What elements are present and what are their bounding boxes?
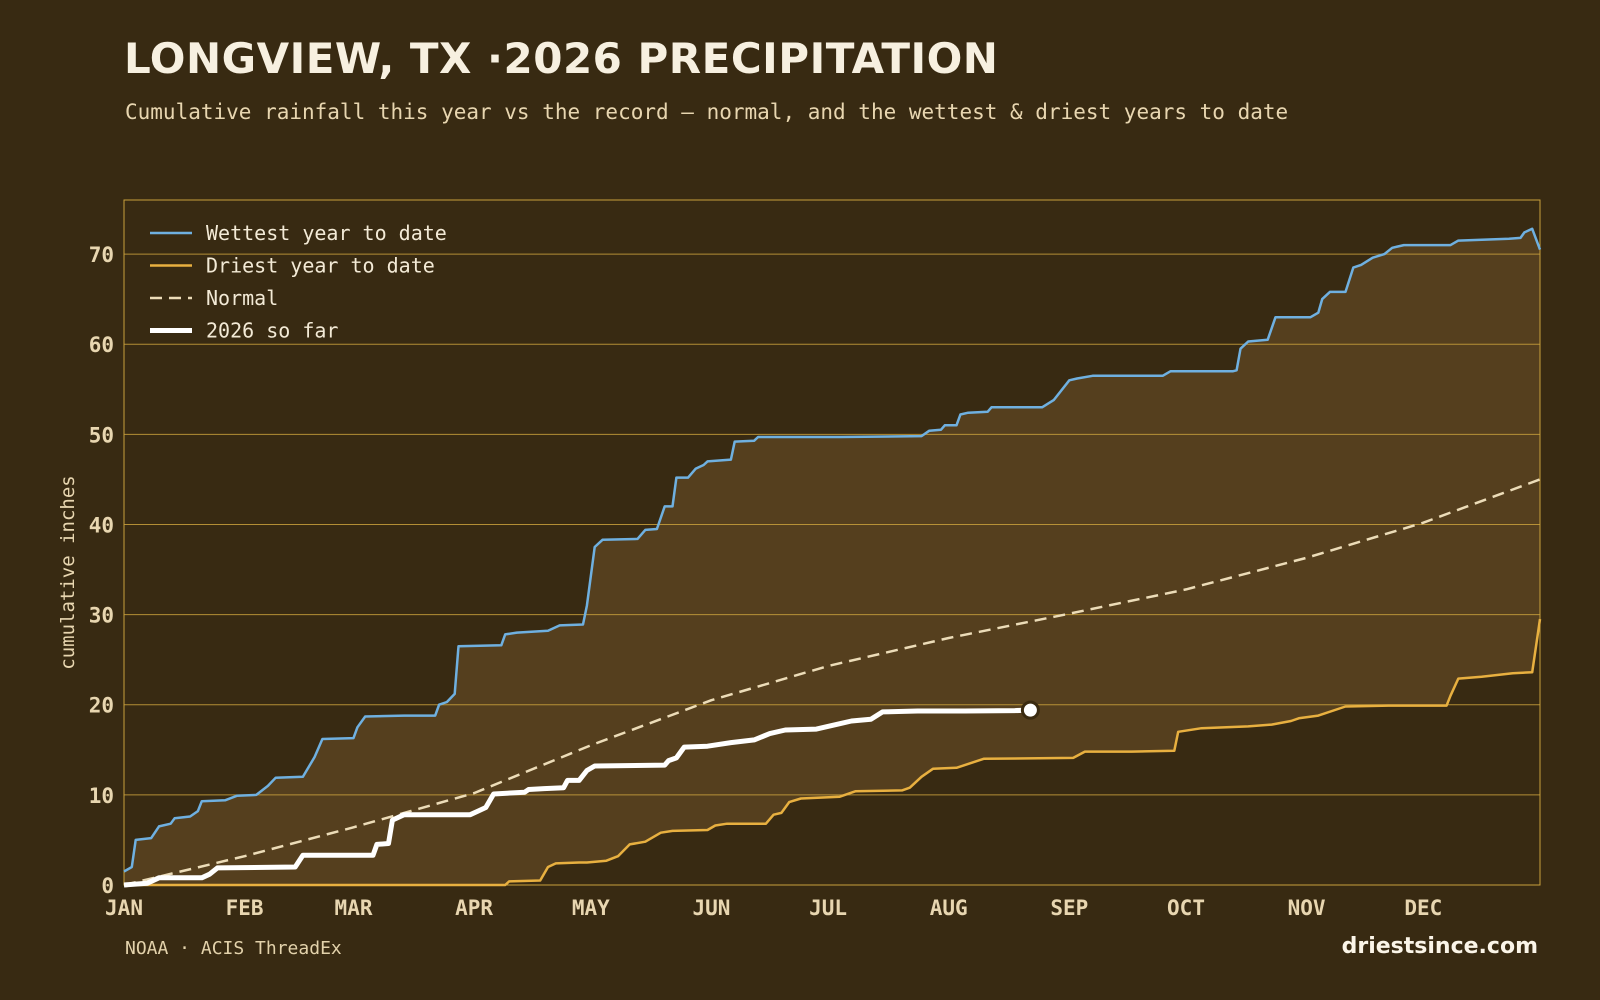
x-tick-label: DEC xyxy=(1404,896,1442,920)
x-tick-label: MAR xyxy=(335,896,373,920)
legend-item-2026: 2026 so far xyxy=(206,319,338,343)
page-subtitle: Cumulative rainfall this year vs the rec… xyxy=(125,100,1289,124)
current-year-line xyxy=(123,707,1031,888)
driest-line xyxy=(124,618,1542,887)
x-tick-label: JAN xyxy=(105,896,143,920)
x-tick-label: JUL xyxy=(809,896,847,920)
x-tick-label: AUG xyxy=(930,896,968,920)
y-axis-label: cumulative inches xyxy=(57,475,79,669)
wettest-line xyxy=(123,227,1542,873)
plot-frame xyxy=(123,199,1541,886)
normal-line xyxy=(123,478,1541,887)
x-tick-label: OCT xyxy=(1167,896,1205,920)
y-tick-label: 70 xyxy=(89,243,114,267)
data-source: NOAA · ACIS ThreadEx xyxy=(125,938,342,959)
y-tick-label: 30 xyxy=(89,604,114,628)
x-tick-label: MAY xyxy=(572,896,610,920)
legend-item-driest: Driest year to date xyxy=(206,254,435,278)
y-tick-label: 20 xyxy=(89,694,114,718)
x-tick-label: FEB xyxy=(226,896,264,920)
current-point-marker xyxy=(1020,700,1040,720)
x-tick-label: JUN xyxy=(692,896,730,920)
y-tick-label: 10 xyxy=(89,784,114,808)
x-tick-label: SEP xyxy=(1050,896,1088,920)
y-tick-label: 50 xyxy=(89,423,114,447)
legend-item-normal: Normal xyxy=(206,286,278,310)
x-tick-label: APR xyxy=(455,896,493,920)
y-tick-label: 0 xyxy=(101,874,114,898)
brand-link[interactable]: driestsince.com xyxy=(1341,934,1538,959)
x-tick-label: NOV xyxy=(1288,896,1326,920)
y-tick-label: 60 xyxy=(89,333,114,357)
record-range-band xyxy=(124,228,1540,886)
y-tick-label: 40 xyxy=(89,513,114,537)
legend-item-wettest: Wettest year to date xyxy=(206,221,447,245)
page-title: LONGVIEW, TX ·2026 PRECIPITATION xyxy=(124,34,999,83)
